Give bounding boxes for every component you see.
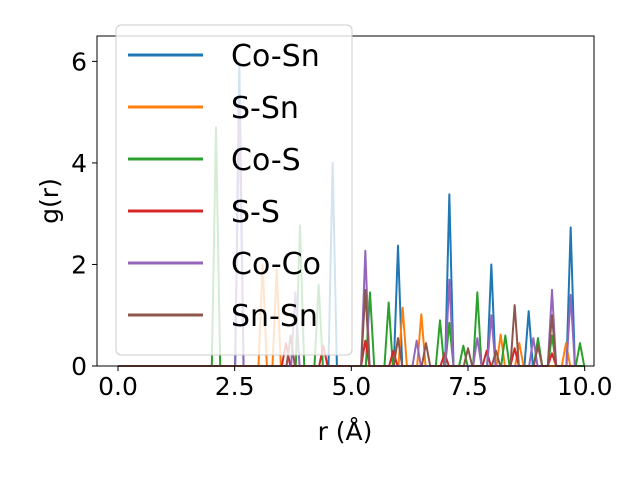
x-axis-label: r (Å) — [318, 417, 373, 446]
x-tick-label: 10.0 — [557, 372, 613, 401]
x-tick-label: 2.5 — [215, 372, 255, 401]
x-axis: 0.0 2.5 5.0 7.5 10.0 — [98, 366, 613, 401]
y-tick-label: 6 — [71, 47, 87, 76]
x-tick-label: 5.0 — [331, 372, 371, 401]
y-tick-label: 0 — [71, 352, 87, 381]
y-axis-label: g(r) — [35, 178, 64, 224]
legend-label: Co-Co — [231, 247, 321, 282]
series-line-sn-sn — [118, 288, 580, 367]
legend: Co-Sn S-Sn Co-S S-S Co-Co Sn-Sn — [115, 24, 353, 356]
legend-label: S-Sn — [231, 91, 299, 126]
legend-label: Sn-Sn — [231, 299, 318, 334]
y-axis: 0 2 4 6 — [71, 47, 97, 381]
legend-label: S-S — [231, 195, 280, 230]
legend-label: Co-Sn — [231, 39, 320, 74]
y-tick-label: 2 — [71, 250, 87, 279]
y-tick-label: 4 — [71, 149, 87, 178]
x-tick-label: 7.5 — [448, 372, 488, 401]
x-tick-label: 0.0 — [98, 372, 138, 401]
legend-label: Co-S — [231, 143, 301, 178]
